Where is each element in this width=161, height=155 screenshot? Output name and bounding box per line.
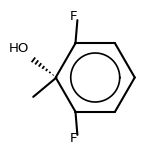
Text: F: F bbox=[70, 132, 77, 145]
Text: HO: HO bbox=[8, 42, 29, 55]
Text: F: F bbox=[70, 10, 77, 23]
